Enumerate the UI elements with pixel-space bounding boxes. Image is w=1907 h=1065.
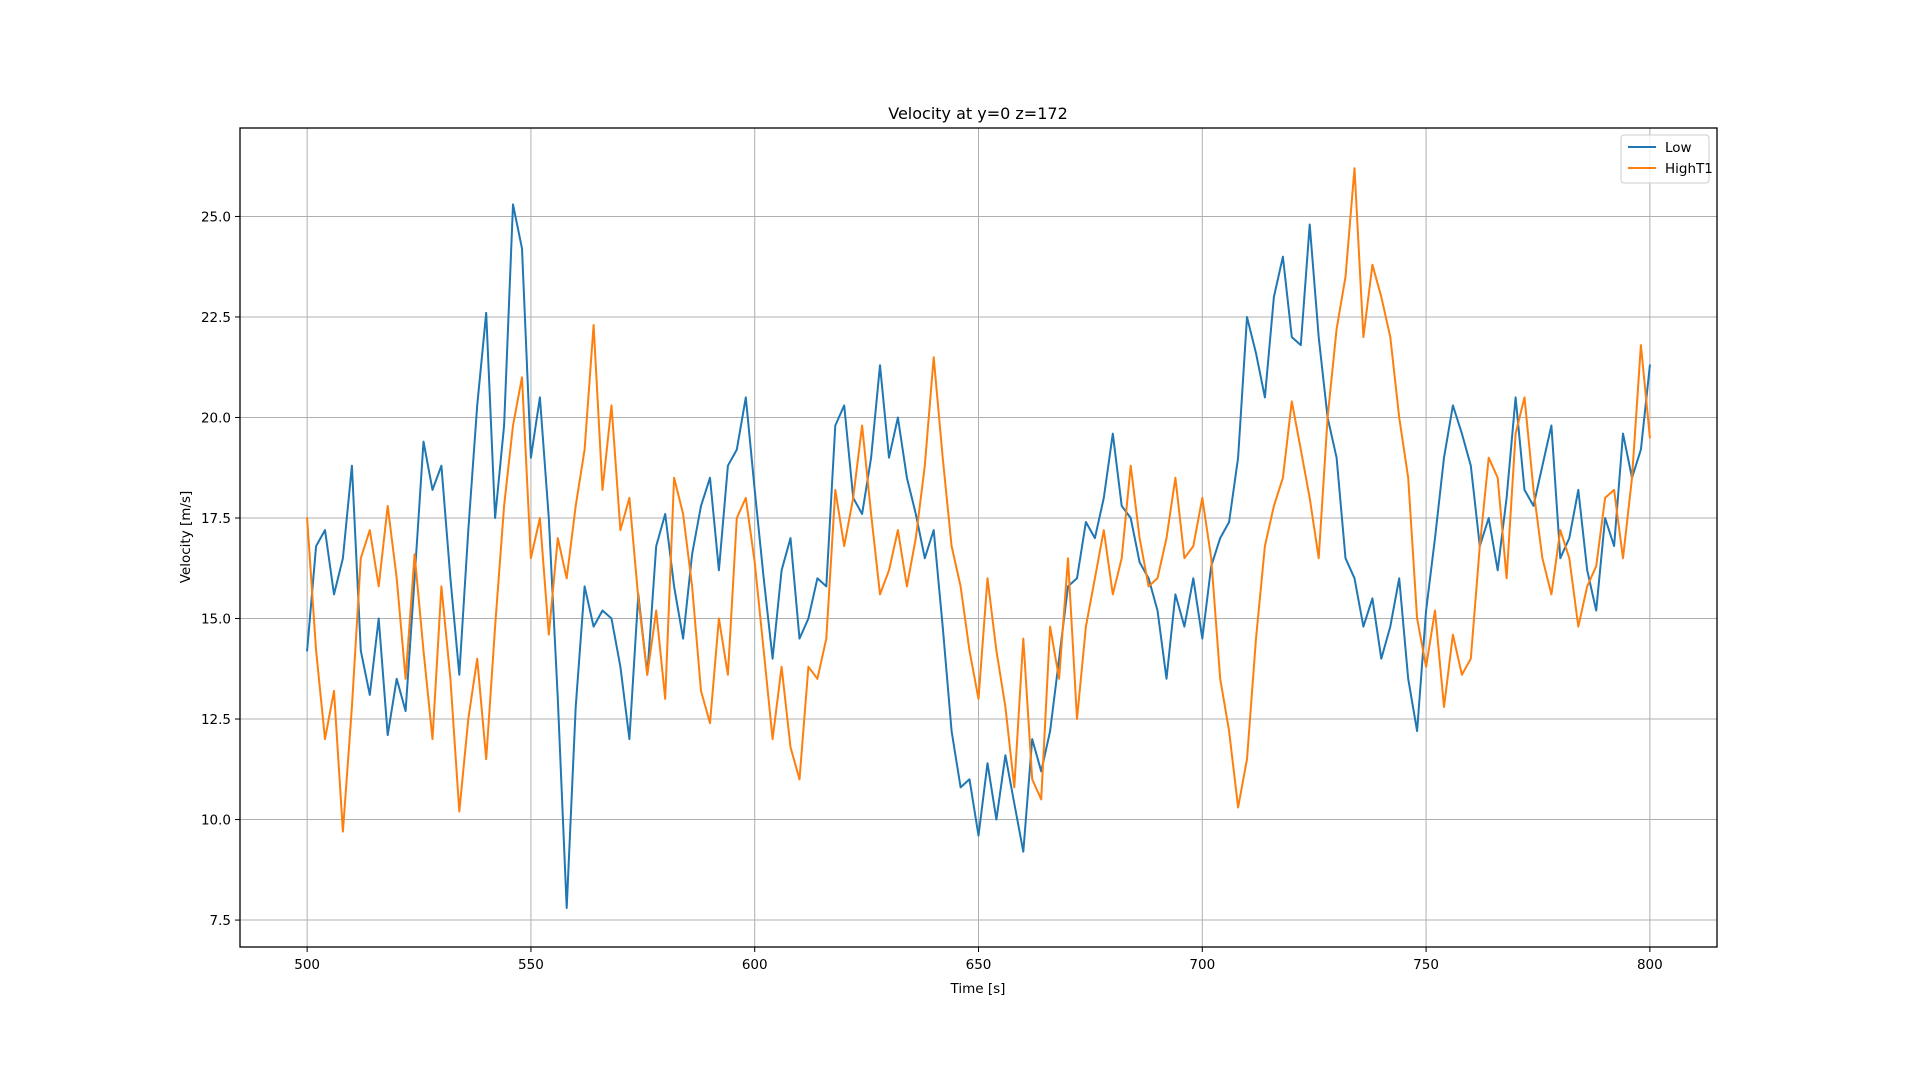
legend-label-low: Low — [1665, 140, 1692, 156]
y-tick-label: 15.0 — [201, 612, 231, 628]
x-tick-label: 650 — [966, 957, 992, 973]
series-line-low — [306, 203, 1651, 909]
y-tick-label: 22.5 — [201, 310, 231, 326]
y-tick-label: 10.0 — [201, 813, 231, 829]
legend-label-hight1: HighT1 — [1665, 161, 1713, 177]
x-tick-label: 600 — [742, 957, 768, 973]
y-axis-title: Velocity [m/s] — [178, 491, 194, 584]
x-tick-label: 500 — [294, 957, 320, 973]
legend: Low HighT1 — [1620, 134, 1713, 184]
y-tick-label: 20.0 — [201, 410, 231, 426]
y-axis-ticks: 7.5 10.0 12.5 15.0 17.5 20.0 22.5 25.0 — [201, 209, 240, 929]
x-axis-ticks: 500 550 600 650 700 750 800 — [294, 947, 1663, 973]
y-tick-label: 17.5 — [201, 511, 231, 527]
y-tick-label: 25.0 — [201, 209, 231, 225]
y-tick-label: 7.5 — [210, 913, 231, 929]
x-tick-label: 750 — [1413, 957, 1439, 973]
x-tick-label: 550 — [518, 957, 544, 973]
x-tick-label: 800 — [1637, 957, 1663, 973]
chart-title: Velocity at y=0 z=172 — [888, 104, 1068, 123]
x-axis-title: Time [s] — [950, 981, 1006, 997]
y-tick-label: 12.5 — [201, 712, 231, 728]
series-line-hight1 — [306, 167, 1651, 833]
grid-lines — [240, 128, 1717, 947]
series-lines — [306, 167, 1651, 909]
x-tick-label: 700 — [1189, 957, 1215, 973]
